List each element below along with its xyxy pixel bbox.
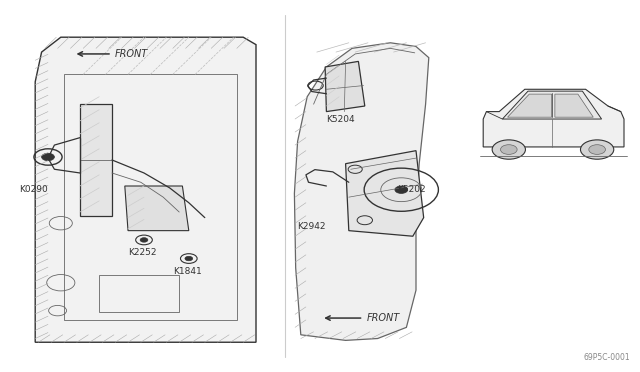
- Text: FRONT: FRONT: [115, 49, 148, 59]
- Text: 69P5C-0001: 69P5C-0001: [584, 353, 630, 362]
- Polygon shape: [294, 43, 429, 340]
- Polygon shape: [125, 186, 189, 231]
- Polygon shape: [325, 61, 365, 112]
- Circle shape: [395, 186, 408, 193]
- Polygon shape: [508, 94, 552, 117]
- Circle shape: [140, 238, 148, 242]
- Text: K1841: K1841: [173, 267, 202, 276]
- Circle shape: [589, 145, 605, 154]
- Polygon shape: [483, 89, 624, 147]
- Polygon shape: [346, 151, 424, 236]
- Circle shape: [185, 256, 193, 261]
- Polygon shape: [555, 94, 593, 117]
- Circle shape: [492, 140, 525, 159]
- Circle shape: [42, 153, 54, 161]
- Text: K2252: K2252: [128, 248, 157, 257]
- Text: K0290: K0290: [19, 185, 48, 194]
- Text: K5202: K5202: [397, 185, 426, 194]
- Circle shape: [580, 140, 614, 159]
- Polygon shape: [35, 37, 256, 342]
- Text: K5204: K5204: [326, 115, 355, 124]
- Circle shape: [500, 145, 517, 154]
- Text: K2942: K2942: [298, 222, 326, 231]
- Polygon shape: [502, 91, 602, 119]
- Polygon shape: [80, 104, 112, 216]
- Text: FRONT: FRONT: [367, 313, 400, 323]
